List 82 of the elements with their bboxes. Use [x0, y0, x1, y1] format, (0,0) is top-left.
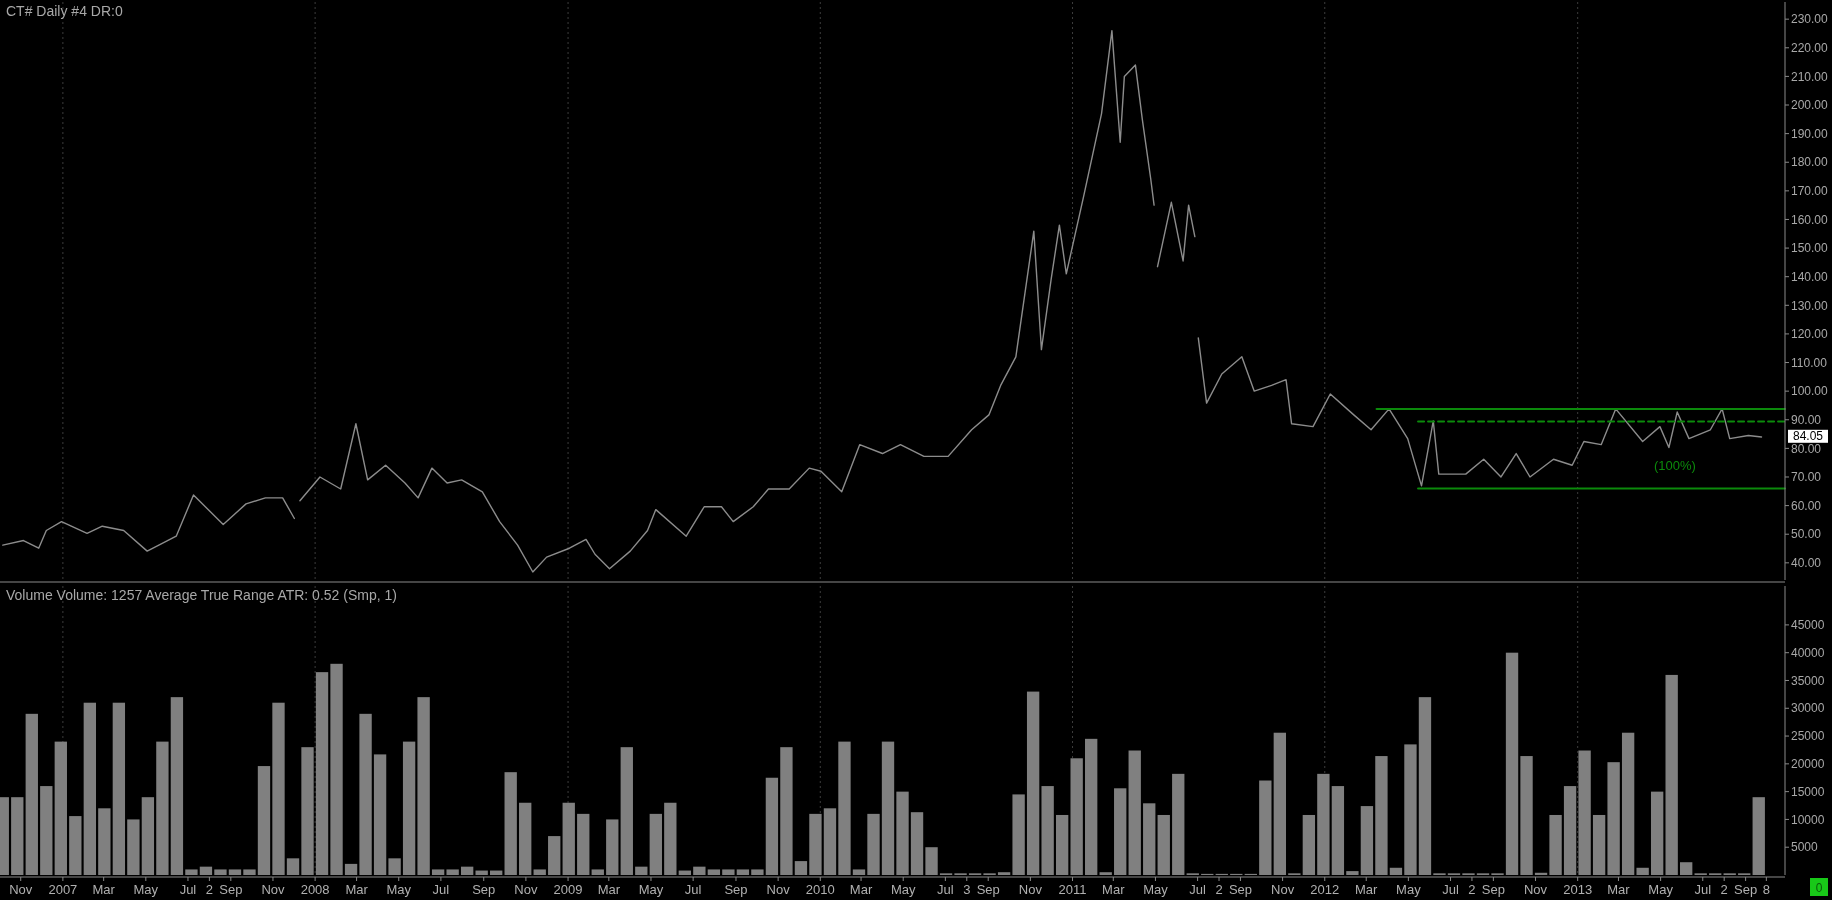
- x-tick-label: Nov: [261, 882, 286, 897]
- y-tick-label: 170.00: [1791, 184, 1829, 199]
- y-tick-label: 210.00: [1791, 69, 1829, 84]
- y-tick-label: 20000: [1791, 757, 1825, 772]
- y-tick-label: 30000: [1791, 701, 1825, 716]
- x-tick-label: Jul: [1694, 882, 1712, 897]
- x-tick-label: Sep: [1481, 882, 1505, 897]
- x-tick-label: Sep: [472, 882, 496, 897]
- x-tick-label: Nov: [766, 882, 791, 897]
- text: 0: [1815, 881, 1823, 895]
- y-tick-label: 110.00: [1791, 355, 1828, 370]
- y-tick-label: 100.00: [1791, 384, 1829, 399]
- x-tick-label: Jul: [684, 882, 702, 897]
- y-tick-label: 180.00: [1791, 155, 1829, 170]
- chart-title: CT# Daily #4 DR:0: [6, 3, 123, 19]
- y-tick-label: 220.00: [1791, 40, 1829, 55]
- x-tick-label: Mar: [597, 882, 621, 897]
- x-tick-label: 2009: [553, 882, 583, 897]
- x-tick-label: 2: [1215, 882, 1223, 897]
- annotation: (100%): [1654, 458, 1696, 474]
- y-tick-label: 200.00: [1791, 98, 1829, 113]
- x-tick-label: 2013: [1563, 882, 1593, 897]
- x-tick-label: Jul: [179, 882, 197, 897]
- x-tick-label: Nov: [9, 882, 33, 897]
- y-tick-label: 50.00: [1791, 527, 1822, 542]
- y-tick-label: 10000: [1791, 812, 1825, 827]
- y-tick-label: 140.00: [1791, 269, 1829, 284]
- x-tick-label: Mar: [345, 882, 369, 897]
- x-tick-label: 3: [963, 882, 971, 897]
- x-tick-label: Mar: [1355, 882, 1379, 897]
- x-tick-label: May: [386, 882, 412, 897]
- x-tick-label: 2008: [300, 882, 330, 897]
- y-tick-label: 40.00: [1791, 556, 1822, 571]
- y-tick-label: 25000: [1791, 729, 1825, 744]
- y-tick-label: 5000: [1791, 840, 1819, 855]
- x-tick-label: 2007: [48, 882, 78, 897]
- x-tick-label: May: [1143, 882, 1169, 897]
- x-tick-label: 2010: [805, 882, 835, 897]
- y-tick-label: 160.00: [1791, 212, 1829, 227]
- x-tick-label: Sep: [219, 882, 243, 897]
- chart-title: Volume Volume: 1257 Average True Range ATR: 0.52 (Smp, 1): [6, 587, 397, 603]
- x-tick-label: Jul: [937, 882, 954, 897]
- x-tick-label: Sep: [724, 882, 748, 897]
- x-tick-label: Mar: [849, 882, 873, 897]
- x-tick-label: Mar: [1607, 882, 1631, 897]
- x-tick-label: May: [1648, 882, 1674, 897]
- y-tick-label: 60.00: [1791, 498, 1822, 513]
- y-tick-label: 70.00: [1791, 470, 1822, 485]
- y-tick-label: 35000: [1791, 673, 1825, 688]
- y-tick-label: 130.00: [1791, 298, 1829, 313]
- x-tick-label: Sep: [1734, 882, 1758, 897]
- x-tick-label: 2011: [1058, 882, 1087, 897]
- y-tick-label: 45000: [1791, 618, 1825, 633]
- x-tick-label: 2012: [1310, 882, 1340, 897]
- x-tick-label: 2: [205, 882, 214, 897]
- y-tick-label: 230.00: [1791, 12, 1829, 27]
- annotation: 84.05: [1792, 429, 1824, 444]
- x-tick-label: Nov: [1523, 882, 1548, 897]
- y-tick-label: 40000: [1791, 645, 1825, 660]
- x-tick-label: Jul: [1442, 882, 1459, 897]
- y-tick-label: 190.00: [1791, 126, 1829, 141]
- x-tick-label: May: [133, 882, 159, 897]
- x-tick-label: Sep: [976, 882, 1000, 897]
- x-tick-label: May: [1396, 882, 1422, 897]
- y-tick-label: 120.00: [1791, 327, 1829, 342]
- x-tick-label: 2: [1720, 882, 1728, 897]
- y-tick-label: 15000: [1791, 784, 1825, 799]
- x-tick-label: Jul: [1189, 882, 1207, 897]
- x-tick-label: 8: [1762, 882, 1770, 897]
- x-tick-label: Sep: [1228, 882, 1253, 897]
- x-tick-label: Jul: [432, 882, 450, 897]
- y-tick-label: 90.00: [1791, 412, 1822, 427]
- y-tick-label: 150.00: [1791, 241, 1829, 256]
- x-tick-label: May: [638, 882, 664, 897]
- x-tick-label: 2: [1468, 882, 1476, 897]
- x-tick-label: Mar: [1102, 882, 1126, 897]
- x-tick-label: May: [890, 882, 916, 897]
- x-tick-label: Nov: [1018, 882, 1043, 897]
- x-tick-label: Nov: [514, 882, 538, 897]
- y-tick-label: 80.00: [1791, 441, 1822, 456]
- x-tick-label: Nov: [1271, 882, 1295, 897]
- x-tick-label: Mar: [92, 882, 116, 897]
